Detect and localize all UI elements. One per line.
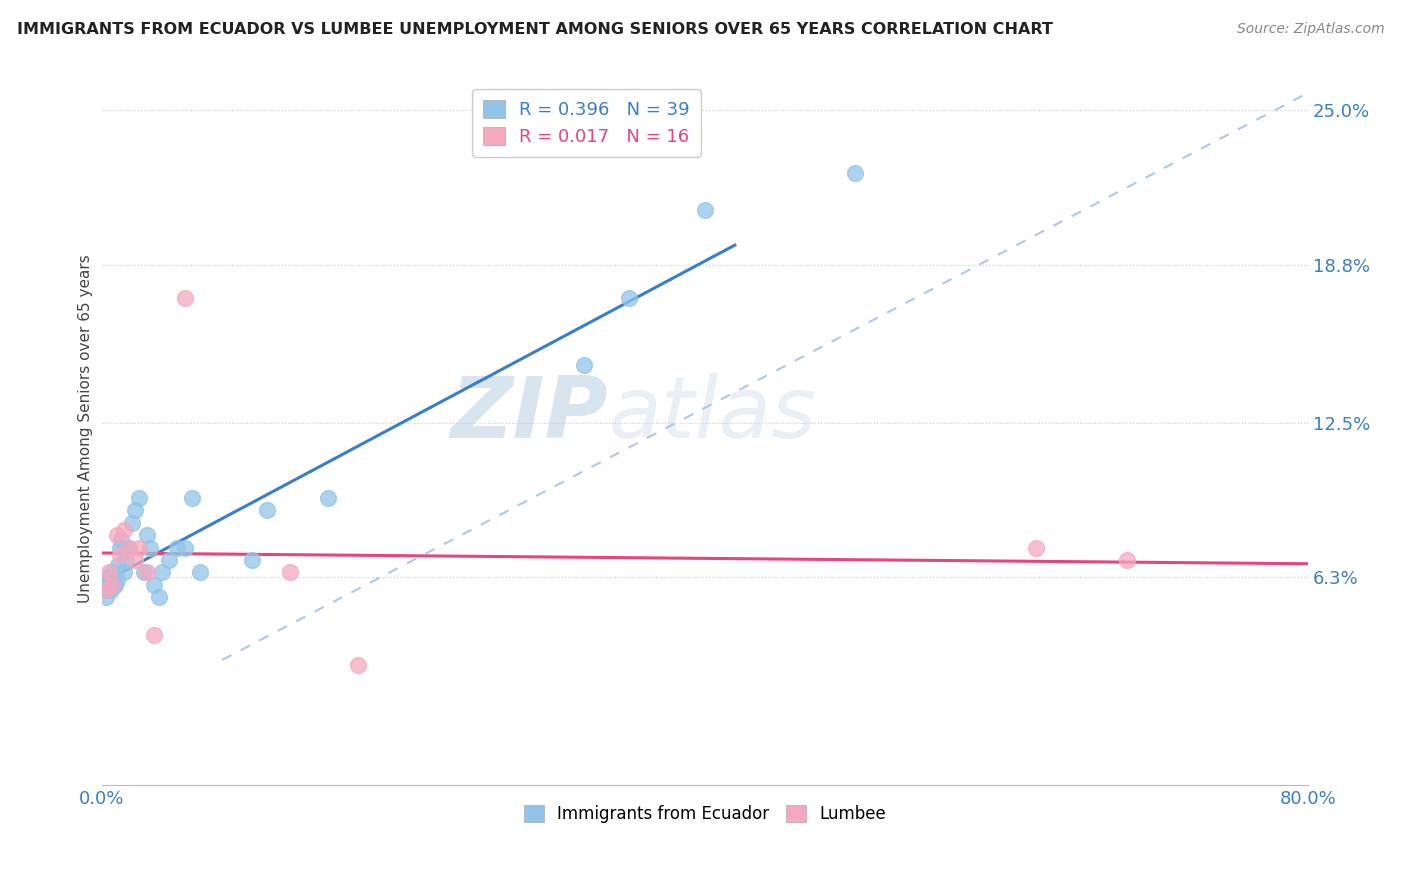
Point [135,528,157,542]
Point [93,578,115,592]
Point [118,541,141,555]
Point [100,582,122,597]
Point [103,578,125,592]
Point [143,628,166,642]
Point [100,573,122,587]
Point [98,570,121,584]
Legend: Immigrants from Ecuador, Lumbee: Immigrants from Ecuador, Lumbee [517,798,893,830]
Point [98,566,121,580]
Text: atlas: atlas [609,373,817,456]
Point [118,541,141,555]
Point [188,566,211,580]
Text: ZIP: ZIP [450,373,609,456]
Point [181,491,204,505]
Point [173,291,195,305]
Point [347,657,370,672]
Point [150,566,173,580]
Point [1025,541,1047,555]
Point [112,523,135,537]
Point [166,541,188,555]
Point [124,553,146,567]
Point [693,203,716,218]
Y-axis label: Unemployment Among Seniors over 65 years: Unemployment Among Seniors over 65 years [79,254,93,603]
Point [124,503,146,517]
Point [112,566,135,580]
Point [110,533,132,547]
Point [108,548,131,562]
Text: Source: ZipAtlas.com: Source: ZipAtlas.com [1237,22,1385,37]
Point [97,573,120,587]
Point [128,491,150,505]
Point [135,566,157,580]
Point [97,582,120,597]
Point [242,553,264,567]
Point [128,541,150,555]
Point [101,578,124,592]
Point [572,358,595,372]
Point [121,516,143,530]
Point [139,541,162,555]
Point [143,578,166,592]
Point [619,291,641,305]
Point [256,503,278,517]
Point [98,578,121,592]
Point [101,566,124,580]
Point [108,541,131,555]
Point [94,582,117,597]
Point [132,566,155,580]
Point [159,553,181,567]
Point [148,591,170,605]
Point [1115,553,1137,567]
Point [173,541,195,555]
Point [278,566,301,580]
Point [105,528,128,542]
Point [105,573,128,587]
Point [844,166,866,180]
Point [114,553,136,567]
Text: IMMIGRANTS FROM ECUADOR VS LUMBEE UNEMPLOYMENT AMONG SENIORS OVER 65 YEARS CORRE: IMMIGRANTS FROM ECUADOR VS LUMBEE UNEMPL… [17,22,1053,37]
Point [104,578,127,592]
Point [94,591,117,605]
Point [316,491,339,505]
Point [107,558,129,572]
